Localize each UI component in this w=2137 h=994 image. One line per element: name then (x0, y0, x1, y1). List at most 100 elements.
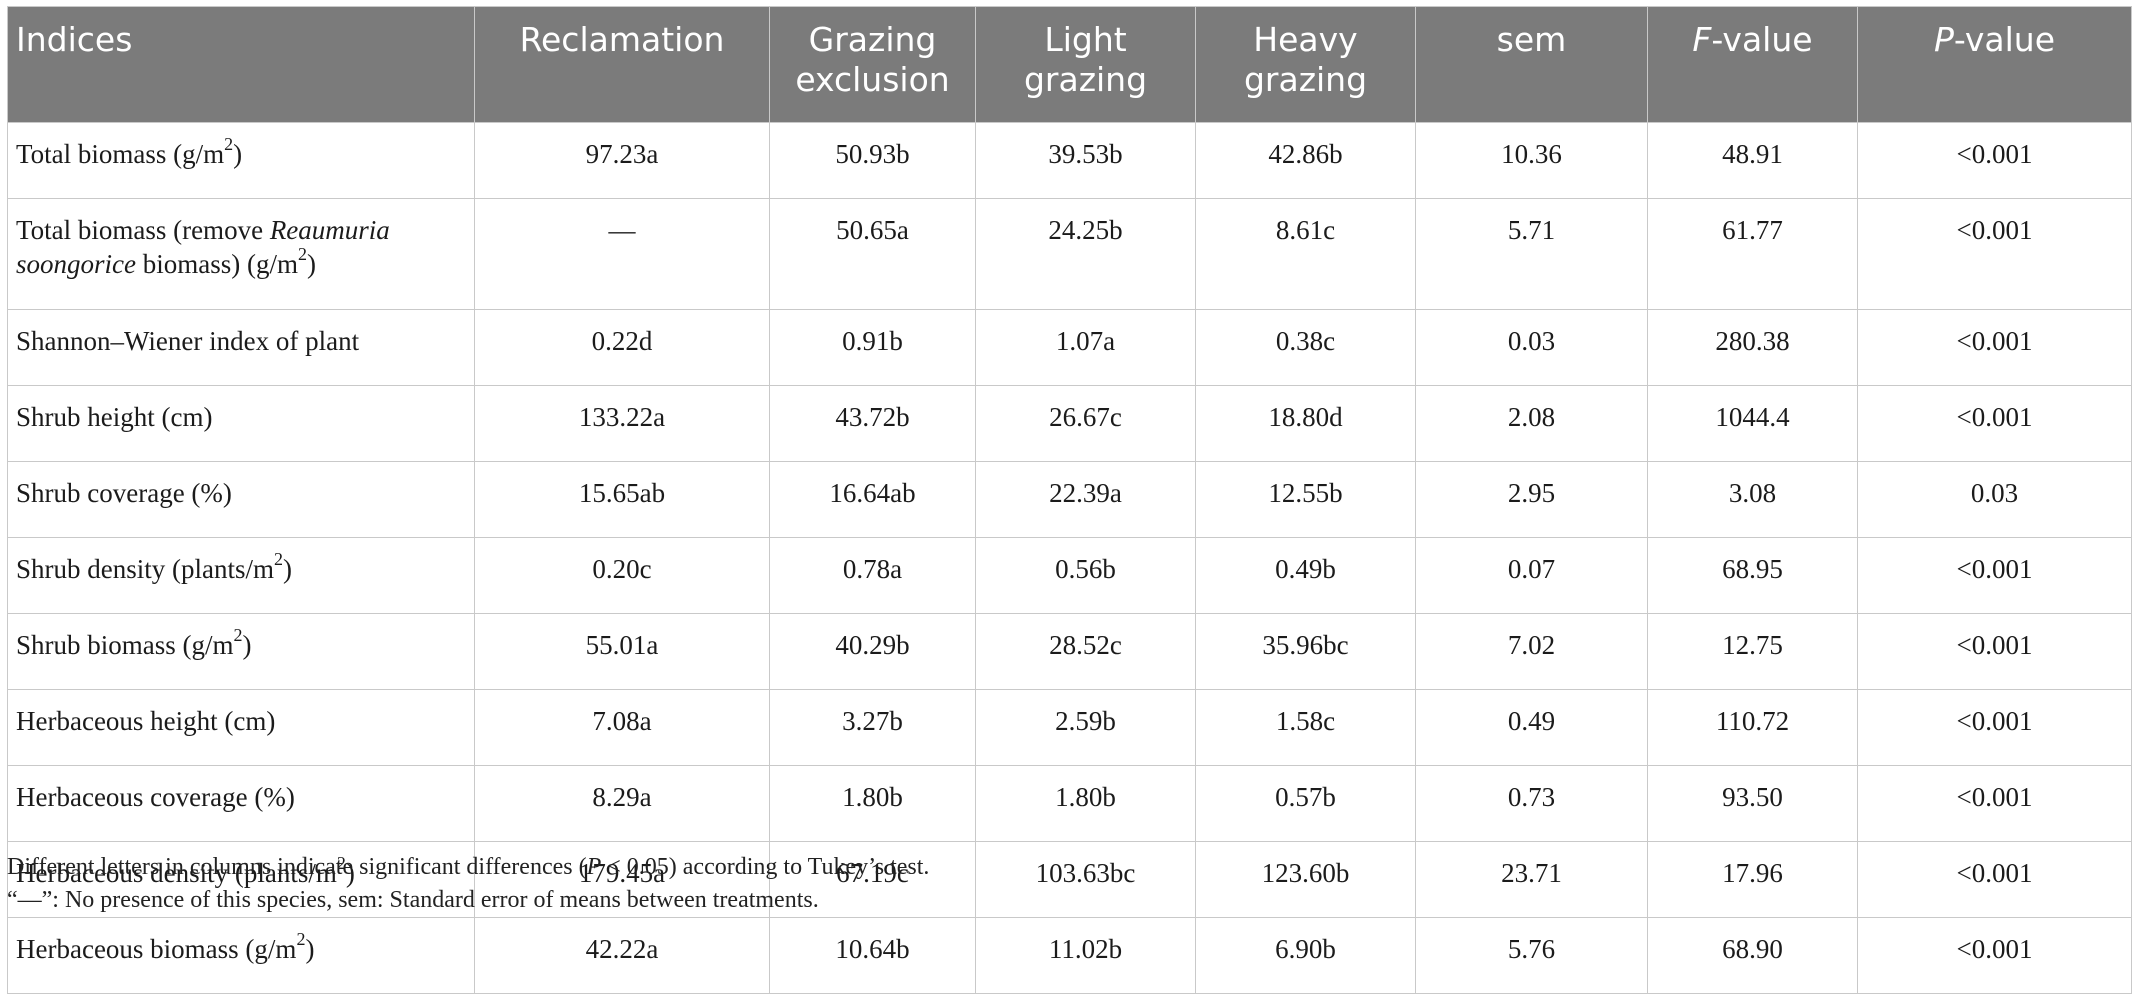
table-row: Shrub coverage (%) 15.65ab 16.64ab 22.39a 12… (7, 461, 2132, 538)
cell-heavy-grazing: 18.80d (1195, 385, 1416, 462)
label-text: Shrub density (plants/m (16, 554, 274, 584)
cell-f-value: 68.95 (1647, 537, 1858, 614)
cell-p-value: 0.03 (1857, 461, 2132, 538)
cell-grazing-exclusion: 16.64ab (769, 461, 976, 538)
unit-superscript: 2 (297, 244, 307, 264)
cell-p-value: <0.001 (1857, 537, 2132, 614)
label-text: Herbaceous biomass (g/m (16, 934, 297, 964)
cell-sem: 5.71 (1415, 198, 1648, 310)
data-table-container: Indices Reclamation Grazing exclusion Li… (7, 6, 2132, 994)
cell-heavy-grazing: 0.38c (1195, 309, 1416, 386)
table-row: Shrub density (plants/m2) 0.20c 0.78a 0.56b… (7, 537, 2132, 614)
cell-heavy-grazing: 123.60b (1195, 841, 1416, 918)
table-row: Shrub height (cm) 133.22a 43.72b 26.67c 18.8… (7, 385, 2132, 462)
table-row: Shannon–Wiener index of plant 0.22d 0.91b 1… (7, 309, 2132, 386)
label-text: Herbaceous density (plants/m (16, 858, 337, 888)
cell-light-grazing: 2.59b (975, 689, 1196, 766)
cell-f-value: 48.91 (1647, 122, 1858, 199)
cell-light-grazing: 1.80b (975, 765, 1196, 842)
header-indices: Indices (7, 6, 475, 123)
cell-grazing-exclusion: 50.93b (769, 122, 976, 199)
cell-sem: 0.49 (1415, 689, 1648, 766)
unit-superscript: 2 (296, 929, 306, 949)
label-tail: ) (305, 934, 315, 964)
cell-p-value: <0.001 (1857, 198, 2132, 310)
cell-sem: 0.07 (1415, 537, 1648, 614)
cell-reclamation: 0.22d (474, 309, 770, 386)
cell-f-value: 110.72 (1647, 689, 1858, 766)
data-table: Indices Reclamation Grazing exclusion Li… (7, 6, 2132, 994)
cell-grazing-exclusion: 3.27b (769, 689, 976, 766)
cell-heavy-grazing: 0.49b (1195, 537, 1416, 614)
cell-f-value: 12.75 (1647, 613, 1858, 690)
row-label: Shrub biomass (g/m2) (7, 613, 475, 690)
label-text: Shrub coverage (%) (16, 478, 232, 508)
cell-light-grazing: 24.25b (975, 198, 1196, 310)
label-text: Herbaceous coverage (%) (16, 782, 295, 812)
cell-sem: 5.76 (1415, 917, 1648, 994)
cell-reclamation: 8.29a (474, 765, 770, 842)
cell-sem: 23.71 (1415, 841, 1648, 918)
row-label: Herbaceous biomass (g/m2) (7, 917, 475, 994)
cell-p-value: <0.001 (1857, 765, 2132, 842)
cell-f-value: 280.38 (1647, 309, 1858, 386)
cell-reclamation: 15.65ab (474, 461, 770, 538)
header-light-grazing: Light grazing (975, 6, 1196, 123)
label-text: biomass) (g/m (135, 249, 298, 279)
cell-p-value: <0.001 (1857, 917, 2132, 994)
species-name: Reaumuria soongorice (16, 215, 390, 279)
table-row: Herbaceous height (cm) 7.08a 3.27b 2.59b 1.5… (7, 689, 2132, 766)
unit-superscript: 2 (233, 625, 243, 645)
cell-heavy-grazing: 35.96bc (1195, 613, 1416, 690)
header-f-value: F-value (1647, 6, 1858, 123)
cell-reclamation: — (474, 198, 770, 310)
label-text: Total biomass (remove (16, 215, 270, 245)
cell-f-value: 61.77 (1647, 198, 1858, 310)
label-text: Total biomass (g/m (16, 139, 225, 169)
label-text: Shrub biomass (g/m (16, 630, 234, 660)
label-tail: ) (242, 630, 252, 660)
label-tail: ) (283, 554, 292, 584)
row-label: Herbaceous density (plants/m2) (7, 841, 475, 918)
label-tail: ) (306, 249, 316, 279)
cell-sem: 7.02 (1415, 613, 1648, 690)
cell-light-grazing: 1.07a (975, 309, 1196, 386)
cell-sem: 0.73 (1415, 765, 1648, 842)
table-row: Total biomass (g/m2) 97.23a 50.93b 39.53b 42… (7, 122, 2132, 199)
label-tail: ) (345, 858, 355, 888)
row-label: Shannon–Wiener index of plant (7, 309, 475, 386)
table-row: Herbaceous biomass (g/m2) 42.22a 10.64b 11.… (7, 917, 2132, 994)
cell-sem: 0.03 (1415, 309, 1648, 386)
unit-superscript: 2 (336, 853, 346, 873)
cell-reclamation: 0.20c (474, 537, 770, 614)
label-text: Herbaceous height (cm) (16, 706, 276, 736)
cell-heavy-grazing: 6.90b (1195, 917, 1416, 994)
table-row: Herbaceous coverage (%) 8.29a 1.80b 1.80b 0.… (7, 765, 2132, 842)
cell-reclamation: 55.01a (474, 613, 770, 690)
cell-f-value: 68.90 (1647, 917, 1858, 994)
row-label: Shrub height (cm) (7, 385, 475, 462)
cell-p-value: <0.001 (1857, 689, 2132, 766)
cell-light-grazing: 39.53b (975, 122, 1196, 199)
cell-grazing-exclusion: 43.72b (769, 385, 976, 462)
header-sem: sem (1415, 6, 1648, 123)
row-label: Shrub coverage (%) (7, 461, 475, 538)
cell-light-grazing: 28.52c (975, 613, 1196, 690)
cell-sem: 2.08 (1415, 385, 1648, 462)
table-row: Herbaceous density (plants/m2) 179.45a 67.… (7, 841, 2132, 918)
cell-grazing-exclusion: 40.29b (769, 613, 976, 690)
cell-f-value: 93.50 (1647, 765, 1858, 842)
header-grazing-exclusion: Grazing exclusion (769, 6, 976, 123)
header-row: Indices Reclamation Grazing exclusion Li… (7, 6, 2132, 123)
header-reclamation: Reclamation (474, 6, 770, 123)
cell-light-grazing: 103.63bc (975, 841, 1196, 918)
label-text: Shannon–Wiener index of plant (16, 326, 360, 356)
cell-heavy-grazing: 0.57b (1195, 765, 1416, 842)
cell-sem: 2.95 (1415, 461, 1648, 538)
cell-reclamation: 133.22a (474, 385, 770, 462)
cell-grazing-exclusion: 10.64b (769, 917, 976, 994)
row-label: Total biomass (g/m2) (7, 122, 475, 199)
cell-grazing-exclusion: 67.19c (769, 841, 976, 918)
table-row: Shrub biomass (g/m2) 55.01a 40.29b 28.52c 35… (7, 613, 2132, 690)
cell-heavy-grazing: 1.58c (1195, 689, 1416, 766)
